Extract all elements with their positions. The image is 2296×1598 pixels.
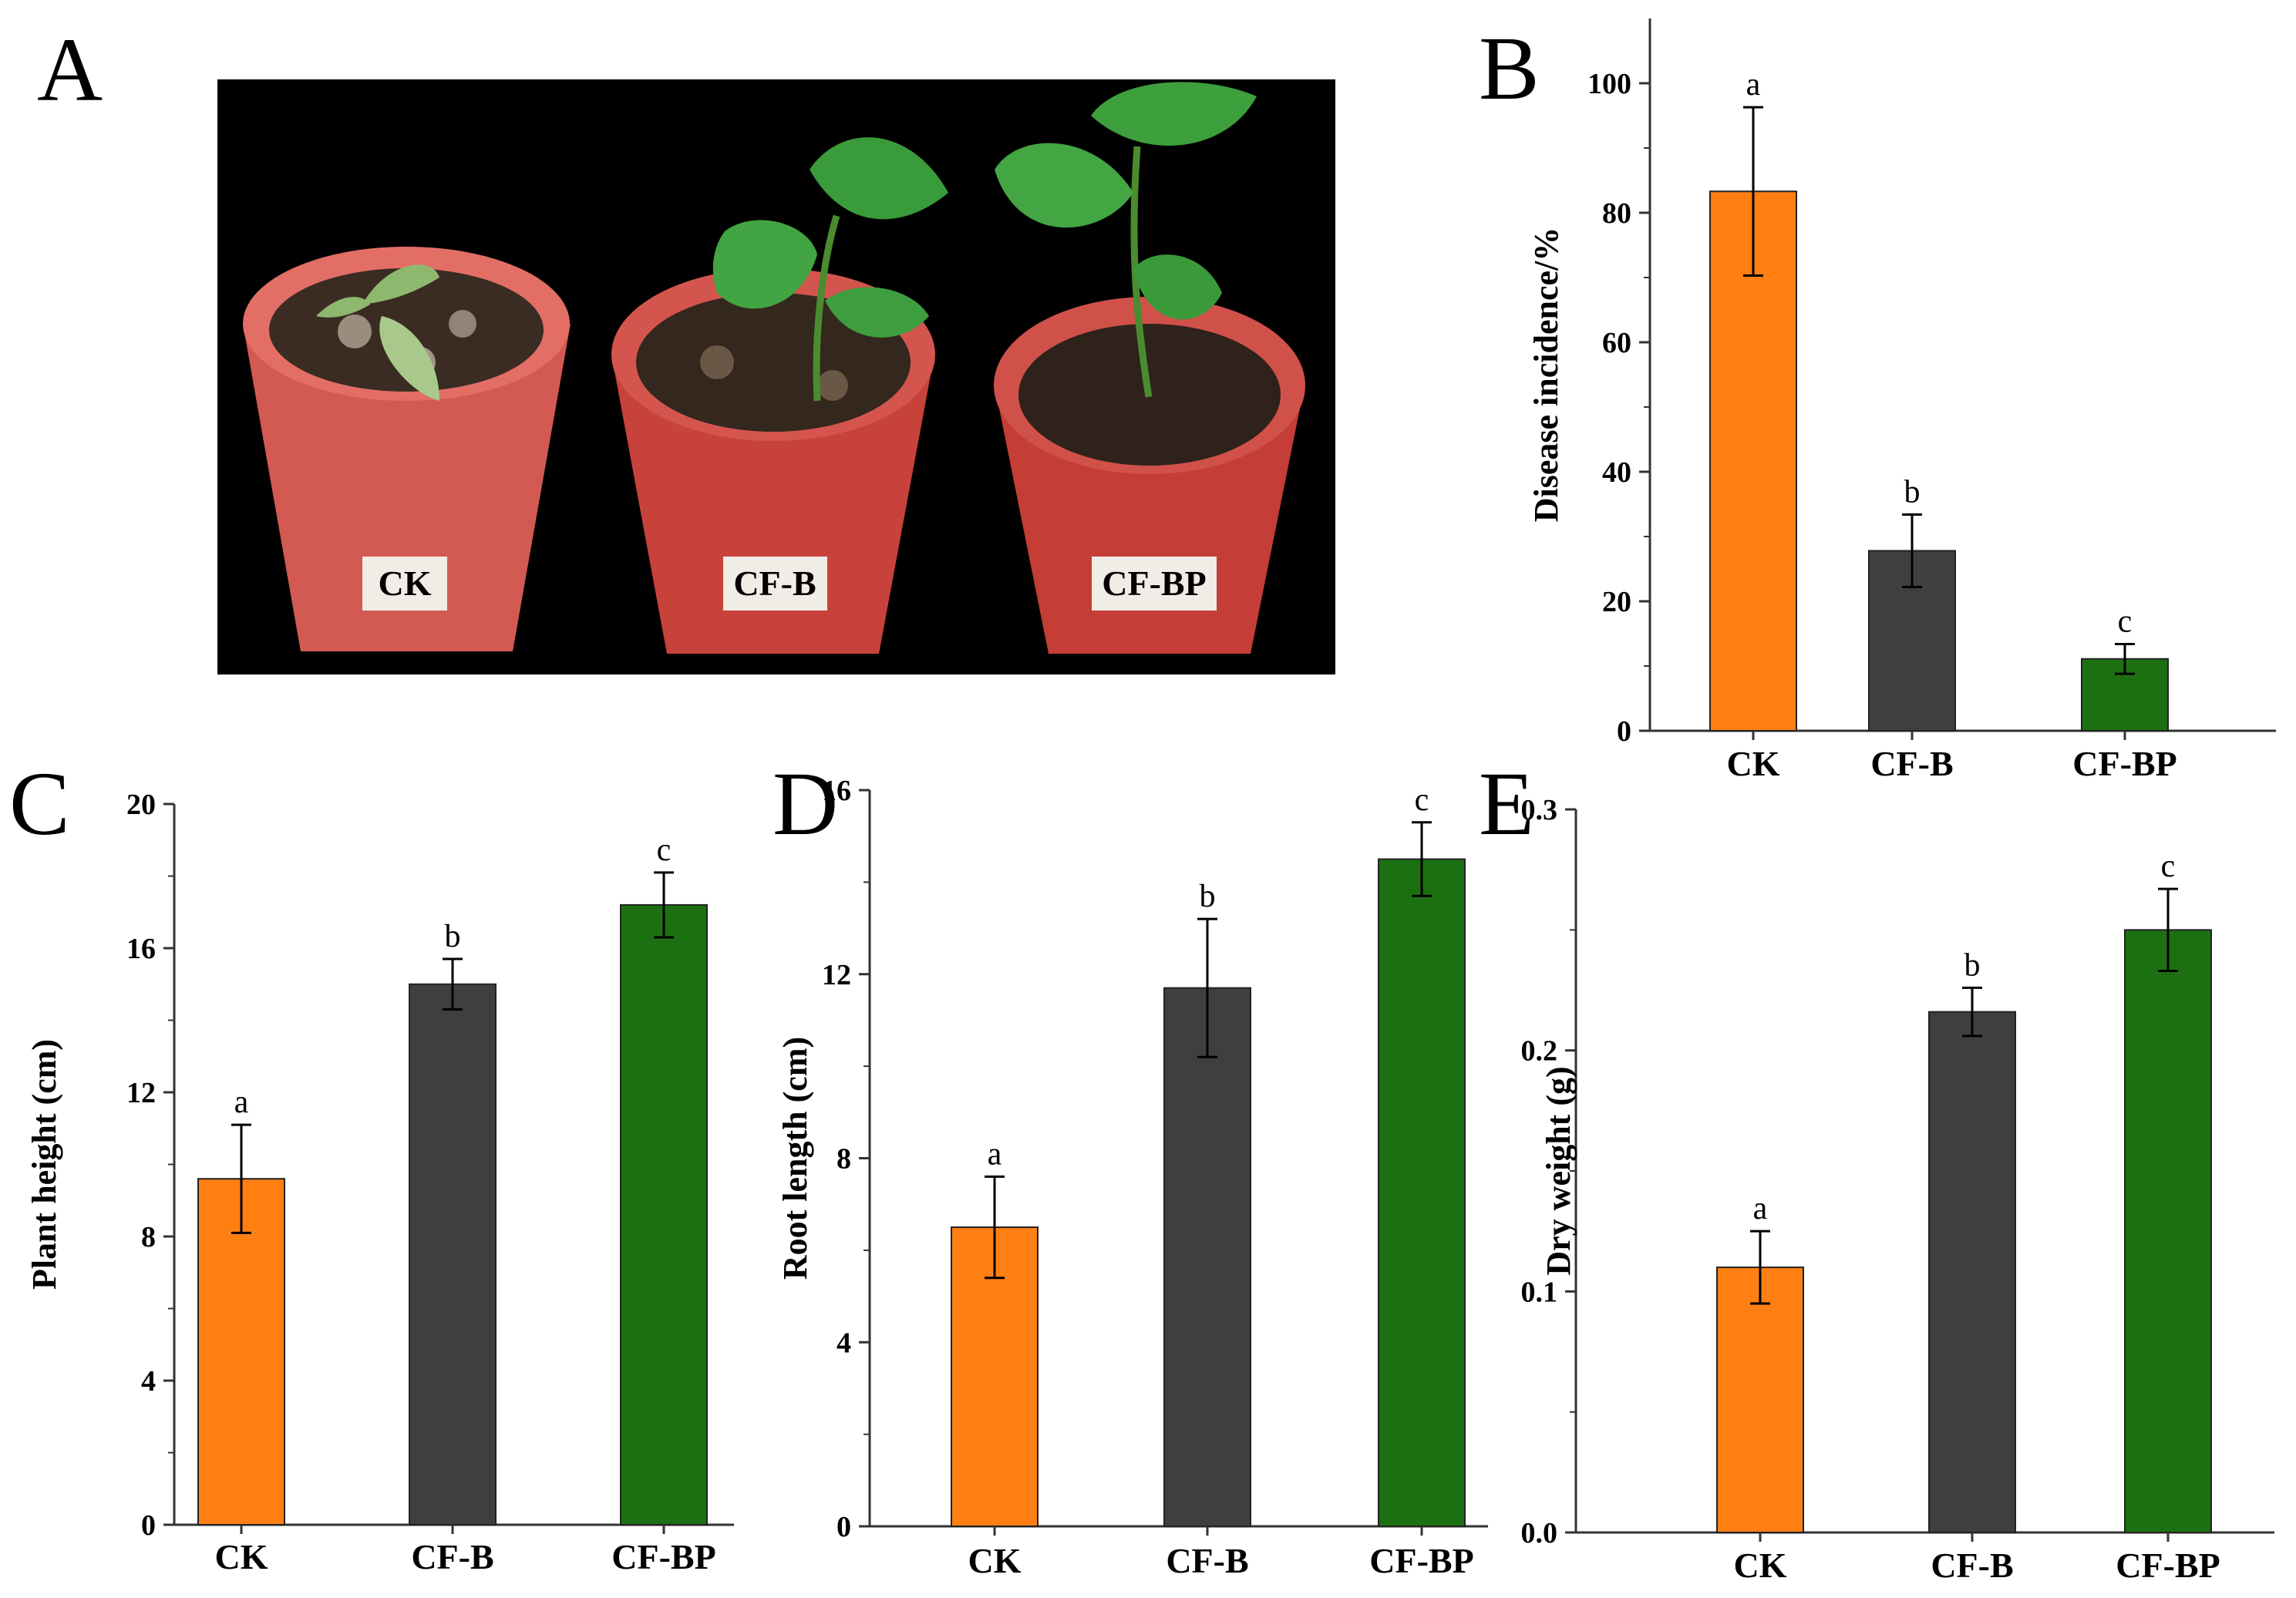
x-category-label: CK	[1734, 1546, 1787, 1585]
bar-cf-b	[1163, 987, 1251, 1527]
wilted-leaf-icon	[379, 316, 439, 401]
bar-cf-b	[409, 983, 497, 1526]
x-category-label: CF-B	[1870, 744, 1953, 783]
y-tick-label: 40	[1602, 456, 1631, 489]
potted-seedlings-photo: CK CF-B	[217, 79, 1335, 675]
pot-label-ck: CK	[379, 564, 432, 603]
significance-label: b	[1964, 947, 1981, 983]
y-tick-label: 16	[822, 775, 851, 807]
y-axis-label: Disease incidence/%	[1527, 227, 1565, 523]
significance-label: a	[1753, 1191, 1768, 1226]
significance-label: a	[234, 1085, 249, 1120]
y-tick-label: 8	[837, 1143, 851, 1176]
y-tick-label: 80	[1602, 197, 1631, 230]
pot-label-cf-bp: CF-BP	[1102, 564, 1206, 603]
panel-a: A CK	[37, 19, 1335, 675]
y-tick-label: 12	[126, 1077, 156, 1109]
stem-icon	[813, 214, 840, 402]
y-tick-label: 60	[1602, 327, 1631, 359]
y-tick-label: 0	[141, 1509, 156, 1542]
bar-cf-b	[1928, 1011, 2016, 1533]
significance-label: c	[2118, 604, 2133, 639]
significance-label: c	[2161, 849, 2176, 884]
leaf-icon	[825, 287, 929, 338]
y-tick-label: 0	[837, 1511, 851, 1543]
pot-cf-b: CF-B	[611, 137, 948, 654]
y-tick-label: 0	[1617, 715, 1631, 748]
x-category-label: CF-BP	[1369, 1541, 1473, 1580]
leaf-icon	[810, 137, 948, 220]
y-tick-label: 0.2	[1521, 1035, 1558, 1068]
y-tick-label: 8	[141, 1221, 156, 1253]
y-tick-label: 4	[837, 1327, 851, 1359]
pot-label-box	[1092, 557, 1217, 611]
y-axis-label: Plant height (cm)	[25, 1039, 63, 1290]
bar-ck	[197, 1178, 285, 1526]
panel-e: E 0.0 0.1 0.2 0.3 Dry weight (g) a CK b CF-B c CF-…	[1479, 753, 2274, 1585]
y-tick-label: 20	[1602, 586, 1631, 618]
y-axis-label: Dry weight (g)	[1540, 1066, 1577, 1275]
wilted-leaf-icon	[316, 297, 370, 318]
significance-label: b	[445, 919, 461, 954]
significance-label: c	[1415, 782, 1429, 818]
soil-clump-icon	[817, 370, 848, 401]
soil-clump-icon	[700, 345, 734, 379]
x-category-label: CK	[215, 1537, 268, 1576]
panel-letter-c: C	[9, 753, 70, 854]
panel-letter-e: E	[1479, 753, 1534, 854]
bar-cf-bp	[620, 903, 708, 1526]
y-tick-label: 100	[1587, 68, 1631, 100]
y-tick-label: 12	[822, 959, 851, 991]
chart-e: 0.0 0.1 0.2 0.3 Dry weight (g) a CK b CF-B c CF-BP	[1521, 794, 2274, 1585]
stem-icon	[1130, 146, 1153, 398]
leaf-icon	[1133, 254, 1222, 320]
chart-c: 0 4 8 12 16 20 Plant height (cm) a CK b CF-B c CF-BP	[25, 789, 734, 1576]
pot-label-cf-b: CF-B	[733, 564, 816, 603]
significance-label: a	[1746, 67, 1761, 103]
y-tick-label: 0.1	[1521, 1276, 1558, 1308]
wilted-leaf-icon	[362, 264, 439, 304]
x-category-label: CF-BP	[2072, 744, 2176, 783]
panel-letter-a: A	[37, 19, 103, 120]
y-tick-label: 16	[126, 933, 156, 965]
x-category-label: CK	[968, 1541, 1022, 1580]
panel-b: B 0 20 40 60 80 100 Disease incidence/% a CK b CF-…	[1479, 18, 2276, 783]
chart-b: 0 20 40 60 80 100 Disease incidence/% a CK b CF-B c…	[1527, 19, 2276, 783]
x-category-label: CK	[1727, 744, 1780, 783]
significance-label: b	[1904, 474, 1921, 510]
x-category-label: CF-BP	[2116, 1546, 2220, 1585]
panel-letter-b: B	[1479, 18, 1540, 119]
pot-ck: CK	[243, 247, 571, 651]
x-category-label: CF-B	[1931, 1546, 2013, 1585]
y-axis-label: Root length (cm)	[776, 1037, 814, 1280]
panel-letter-d: D	[773, 753, 838, 854]
significance-label: a	[988, 1136, 1002, 1172]
y-tick-label: 0.0	[1521, 1517, 1558, 1549]
y-tick-label: 4	[141, 1365, 156, 1398]
bar-cf-bp	[1378, 858, 1466, 1527]
soil-clump-icon	[449, 310, 476, 338]
pot-cf-bp: CF-BP	[994, 82, 1305, 654]
soil-clump-icon	[338, 315, 372, 348]
leaf-icon	[1091, 82, 1257, 146]
significance-label: b	[1200, 879, 1216, 914]
x-category-label: CF-BP	[611, 1537, 715, 1576]
pot-label-box	[362, 557, 447, 611]
leaf-icon	[995, 143, 1133, 228]
y-tick-label: 0.3	[1521, 794, 1558, 826]
panel-c: C 0 4 8 12 16 20 Plant height (cm) a CK b CF-B c CF-…	[9, 753, 734, 1576]
bar-ck	[1716, 1267, 1804, 1533]
x-category-label: CF-B	[1166, 1541, 1248, 1580]
pot-body-icon	[243, 324, 571, 651]
y-tick-label: 20	[126, 789, 156, 821]
bar-cf-bp	[2124, 929, 2212, 1534]
chart-d: 0 4 8 12 16 Root length (cm) a CK b CF-B c CF-BP	[776, 775, 1488, 1580]
significance-label: c	[657, 833, 672, 868]
x-category-label: CF-B	[411, 1537, 493, 1576]
leaf-icon	[712, 220, 817, 309]
pot-label-box	[723, 557, 827, 611]
panel-d: D 0 4 8 12 16 Root length (cm) a CK b CF-B c CF-BP	[773, 753, 1488, 1580]
